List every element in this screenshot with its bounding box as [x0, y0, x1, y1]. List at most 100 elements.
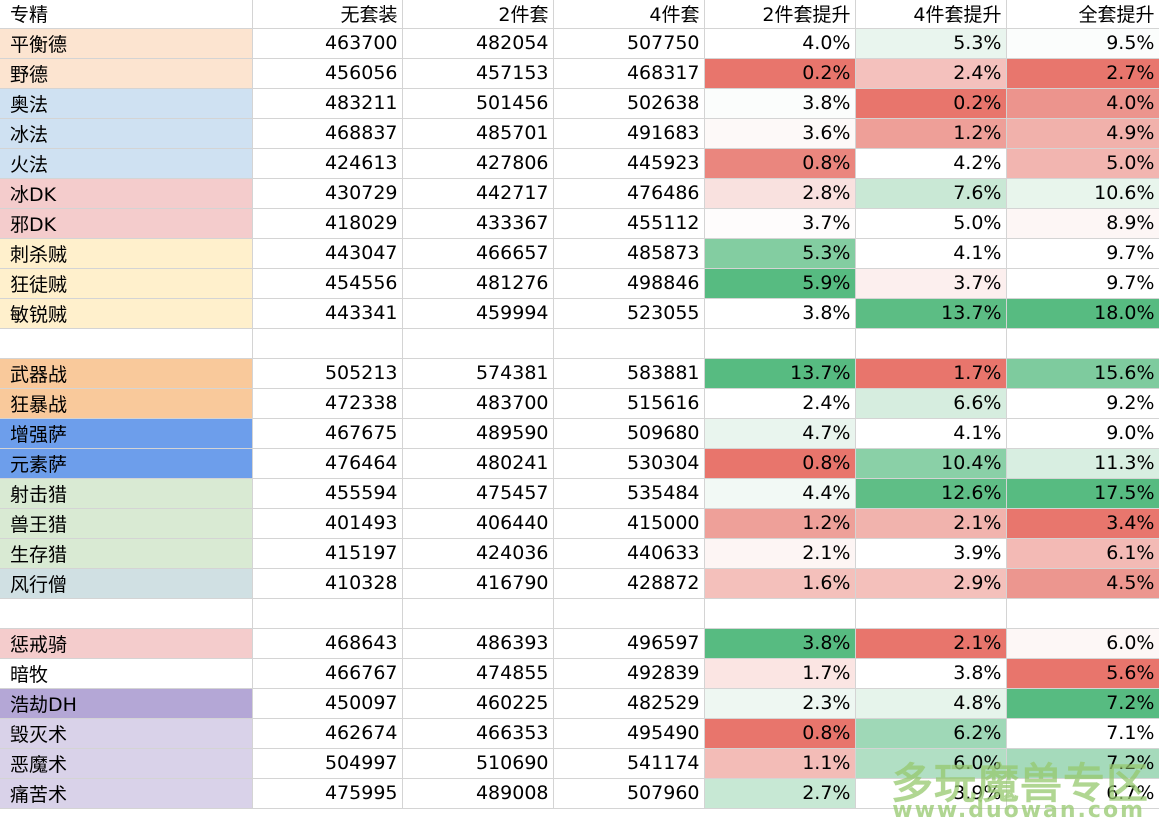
- spec-name-cell[interactable]: 平衡德: [0, 28, 253, 59]
- 4pc-gain-cell[interactable]: 2.1%: [855, 508, 1007, 539]
- no-set-cell[interactable]: 468837: [252, 118, 403, 149]
- 4pc-gain-cell[interactable]: 2.1%: [855, 628, 1007, 659]
- 2pc-gain-cell[interactable]: 2.8%: [704, 178, 856, 209]
- spec-name-cell[interactable]: 浩劫DH: [0, 688, 253, 719]
- 4pc-gain-cell[interactable]: 4.8%: [855, 688, 1007, 719]
- full-gain-cell[interactable]: 9.5%: [1006, 28, 1159, 59]
- 2pc-gain-cell[interactable]: 0.8%: [704, 718, 856, 749]
- 4pc-gain-cell[interactable]: 6.6%: [855, 388, 1007, 419]
- 2pc-cell[interactable]: [402, 328, 554, 359]
- full-gain-cell[interactable]: 6.1%: [1006, 538, 1159, 569]
- 2pc-gain-cell[interactable]: 2.3%: [704, 688, 856, 719]
- 4pc-gain-cell[interactable]: 3.9%: [855, 778, 1007, 809]
- 2pc-gain-cell[interactable]: 3.8%: [704, 298, 856, 329]
- no-set-cell[interactable]: 430729: [252, 178, 403, 209]
- 4pc-cell[interactable]: 482529: [553, 688, 705, 719]
- header-4pc-gain[interactable]: 4件套提升: [855, 0, 1007, 29]
- spec-name-cell[interactable]: 增强萨: [0, 418, 253, 449]
- 4pc-gain-cell[interactable]: 3.8%: [855, 658, 1007, 689]
- spec-name-cell[interactable]: [0, 598, 253, 629]
- 2pc-cell[interactable]: 501456: [402, 88, 554, 119]
- 4pc-cell[interactable]: 491683: [553, 118, 705, 149]
- 2pc-gain-cell[interactable]: 3.8%: [704, 628, 856, 659]
- 4pc-gain-cell[interactable]: 5.0%: [855, 208, 1007, 239]
- spec-name-cell[interactable]: 兽王猎: [0, 508, 253, 539]
- header-2pc[interactable]: 2件套: [402, 0, 554, 29]
- 2pc-gain-cell[interactable]: 0.2%: [704, 58, 856, 89]
- full-gain-cell[interactable]: 4.5%: [1006, 568, 1159, 599]
- 4pc-cell[interactable]: 515616: [553, 388, 705, 419]
- full-gain-cell[interactable]: 7.1%: [1006, 718, 1159, 749]
- 2pc-cell[interactable]: 416790: [402, 568, 554, 599]
- no-set-cell[interactable]: 462674: [252, 718, 403, 749]
- 2pc-cell[interactable]: [402, 598, 554, 629]
- no-set-cell[interactable]: 504997: [252, 748, 403, 779]
- 2pc-cell[interactable]: 489590: [402, 418, 554, 449]
- 4pc-cell[interactable]: [553, 598, 705, 629]
- no-set-cell[interactable]: 472338: [252, 388, 403, 419]
- 4pc-gain-cell[interactable]: 0.2%: [855, 88, 1007, 119]
- 4pc-gain-cell[interactable]: 10.4%: [855, 448, 1007, 479]
- 4pc-gain-cell[interactable]: [855, 328, 1007, 359]
- 2pc-cell[interactable]: 442717: [402, 178, 554, 209]
- 2pc-gain-cell[interactable]: 1.1%: [704, 748, 856, 779]
- spec-name-cell[interactable]: 风行僧: [0, 568, 253, 599]
- no-set-cell[interactable]: 454556: [252, 268, 403, 299]
- 2pc-cell[interactable]: 424036: [402, 538, 554, 569]
- 2pc-cell[interactable]: 475457: [402, 478, 554, 509]
- 4pc-gain-cell[interactable]: 4.1%: [855, 238, 1007, 269]
- full-gain-cell[interactable]: 2.7%: [1006, 58, 1159, 89]
- 2pc-gain-cell[interactable]: 0.8%: [704, 448, 856, 479]
- 2pc-cell[interactable]: 466657: [402, 238, 554, 269]
- 2pc-gain-cell[interactable]: 1.2%: [704, 508, 856, 539]
- 2pc-cell[interactable]: 489008: [402, 778, 554, 809]
- 2pc-cell[interactable]: 486393: [402, 628, 554, 659]
- 2pc-gain-cell[interactable]: 4.0%: [704, 28, 856, 59]
- 2pc-gain-cell[interactable]: 4.7%: [704, 418, 856, 449]
- 4pc-cell[interactable]: 495490: [553, 718, 705, 749]
- 4pc-gain-cell[interactable]: [855, 598, 1007, 629]
- 4pc-gain-cell[interactable]: 2.4%: [855, 58, 1007, 89]
- spec-name-cell[interactable]: 射击猎: [0, 478, 253, 509]
- 4pc-cell[interactable]: 541174: [553, 748, 705, 779]
- full-gain-cell[interactable]: 11.3%: [1006, 448, 1159, 479]
- no-set-cell[interactable]: 466767: [252, 658, 403, 689]
- full-gain-cell[interactable]: [1006, 328, 1159, 359]
- 2pc-cell[interactable]: 427806: [402, 148, 554, 179]
- 2pc-cell[interactable]: 483700: [402, 388, 554, 419]
- 2pc-gain-cell[interactable]: 2.1%: [704, 538, 856, 569]
- full-gain-cell[interactable]: 5.6%: [1006, 658, 1159, 689]
- no-set-cell[interactable]: 443047: [252, 238, 403, 269]
- 2pc-gain-cell[interactable]: 4.4%: [704, 478, 856, 509]
- 2pc-gain-cell[interactable]: 3.7%: [704, 208, 856, 239]
- header-spec[interactable]: 专精: [0, 0, 253, 29]
- 2pc-gain-cell[interactable]: 3.6%: [704, 118, 856, 149]
- 4pc-gain-cell[interactable]: 3.9%: [855, 538, 1007, 569]
- 2pc-cell[interactable]: 480241: [402, 448, 554, 479]
- 4pc-cell[interactable]: 445923: [553, 148, 705, 179]
- no-set-cell[interactable]: 467675: [252, 418, 403, 449]
- full-gain-cell[interactable]: 6.7%: [1006, 778, 1159, 809]
- no-set-cell[interactable]: 468643: [252, 628, 403, 659]
- no-set-cell[interactable]: 463700: [252, 28, 403, 59]
- spec-name-cell[interactable]: 暗牧: [0, 658, 253, 689]
- 4pc-gain-cell[interactable]: 7.6%: [855, 178, 1007, 209]
- 4pc-cell[interactable]: 507750: [553, 28, 705, 59]
- 2pc-cell[interactable]: 466353: [402, 718, 554, 749]
- full-gain-cell[interactable]: 6.0%: [1006, 628, 1159, 659]
- spec-name-cell[interactable]: 生存猎: [0, 538, 253, 569]
- spec-name-cell[interactable]: 惩戒骑: [0, 628, 253, 659]
- spec-name-cell[interactable]: 恶魔术: [0, 748, 253, 779]
- spec-name-cell[interactable]: 武器战: [0, 358, 253, 389]
- 2pc-gain-cell[interactable]: 1.6%: [704, 568, 856, 599]
- full-gain-cell[interactable]: 3.4%: [1006, 508, 1159, 539]
- spec-name-cell[interactable]: [0, 328, 253, 359]
- 2pc-cell[interactable]: 482054: [402, 28, 554, 59]
- no-set-cell[interactable]: 505213: [252, 358, 403, 389]
- spec-name-cell[interactable]: 毁灭术: [0, 718, 253, 749]
- full-gain-cell[interactable]: 9.0%: [1006, 418, 1159, 449]
- 4pc-cell[interactable]: 498846: [553, 268, 705, 299]
- 4pc-gain-cell[interactable]: 12.6%: [855, 478, 1007, 509]
- spec-name-cell[interactable]: 奥法: [0, 88, 253, 119]
- full-gain-cell[interactable]: 7.2%: [1006, 688, 1159, 719]
